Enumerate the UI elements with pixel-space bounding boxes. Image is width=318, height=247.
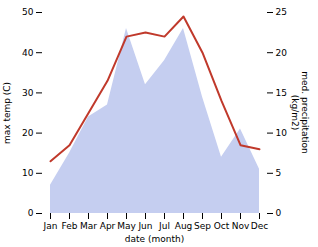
svg-text:10: 10 — [22, 168, 34, 178]
svg-text:0: 0 — [276, 208, 282, 218]
svg-text:Sep: Sep — [194, 221, 211, 231]
svg-text:15: 15 — [276, 88, 287, 98]
svg-text:0: 0 — [28, 208, 34, 218]
svg-text:50: 50 — [22, 7, 34, 17]
svg-text:Aug: Aug — [175, 221, 193, 231]
svg-text:Mar: Mar — [80, 221, 97, 231]
svg-text:40: 40 — [22, 48, 34, 58]
svg-text:max temp (C): max temp (C) — [2, 82, 12, 144]
svg-text:Jul: Jul — [158, 221, 170, 231]
svg-text:Apr: Apr — [100, 221, 116, 231]
svg-text:25: 25 — [276, 7, 287, 17]
svg-text:Oct: Oct — [214, 221, 230, 231]
svg-text:30: 30 — [22, 88, 34, 98]
svg-text:5: 5 — [276, 168, 282, 178]
svg-text:20: 20 — [22, 128, 34, 138]
svg-text:May: May — [117, 221, 136, 231]
svg-text:med. precipitation(kg/m2): med. precipitation(kg/m2) — [290, 71, 310, 153]
svg-text:Jan: Jan — [43, 221, 58, 231]
svg-text:Nov: Nov — [232, 221, 250, 231]
svg-text:date (month): date (month) — [125, 234, 184, 244]
svg-text:20: 20 — [276, 48, 288, 58]
svg-text:10: 10 — [276, 128, 288, 138]
svg-text:Jun: Jun — [137, 221, 152, 231]
svg-text:Dec: Dec — [251, 221, 268, 231]
svg-text:Feb: Feb — [62, 221, 78, 231]
